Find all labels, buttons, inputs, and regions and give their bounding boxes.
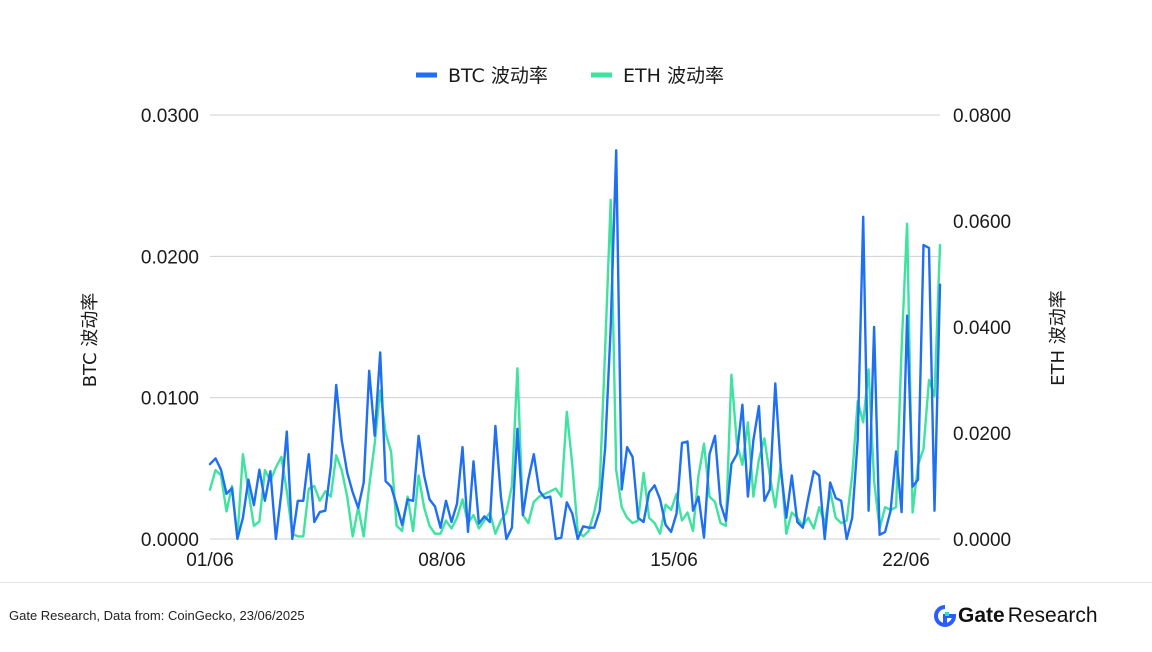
y-left-tick-label: 0.0200 xyxy=(141,247,199,268)
y-right-tick-label: 0.0000 xyxy=(953,530,1011,551)
series-line-eth xyxy=(208,198,942,539)
y-right-axis-title: ETH 波动率 xyxy=(1048,290,1069,386)
x-tick-label: 22/06 xyxy=(882,550,930,571)
legend-label-eth: ETH 波动率 xyxy=(623,65,724,87)
y-right-tick-labels: 0.0000 0.0200 0.0400 0.0600 0.0800 xyxy=(953,106,1011,551)
brand-name-research: Research xyxy=(1007,604,1098,627)
y-left-tick-labels: 0.0000 0.0100 0.0200 0.0300 xyxy=(141,106,199,551)
y-right-tick-label: 0.0600 xyxy=(953,212,1011,233)
x-tick-label: 01/06 xyxy=(186,550,234,571)
y-right-tick-label: 0.0400 xyxy=(953,318,1011,339)
series-layer xyxy=(208,149,942,541)
brand-name-gate: Gate xyxy=(958,604,1005,627)
y-right-tick-label: 0.0800 xyxy=(953,106,1011,127)
brand-logo: Gate Research xyxy=(934,603,1098,629)
x-tick-labels: 01/06 08/06 15/06 22/06 xyxy=(186,550,930,571)
y-left-tick-label: 0.0100 xyxy=(141,389,199,410)
y-left-tick-label: 0.0300 xyxy=(141,106,199,127)
series-line-btc xyxy=(208,149,942,541)
y-right-tick-label: 0.0200 xyxy=(953,424,1011,445)
source-note: Gate Research, Data from: CoinGecko, 23/… xyxy=(9,608,305,623)
legend: BTC 波动率 ETH 波动率 xyxy=(416,65,724,87)
x-tick-label: 08/06 xyxy=(418,550,466,571)
y-left-tick-label: 0.0000 xyxy=(141,530,199,551)
gate-logo-icon xyxy=(934,605,956,627)
x-tick-label: 15/06 xyxy=(650,550,698,571)
y-left-axis-title: BTC 波动率 xyxy=(80,293,101,388)
grid-lines xyxy=(210,114,940,540)
legend-label-btc: BTC 波动率 xyxy=(448,65,548,87)
footer-divider xyxy=(0,582,1152,583)
